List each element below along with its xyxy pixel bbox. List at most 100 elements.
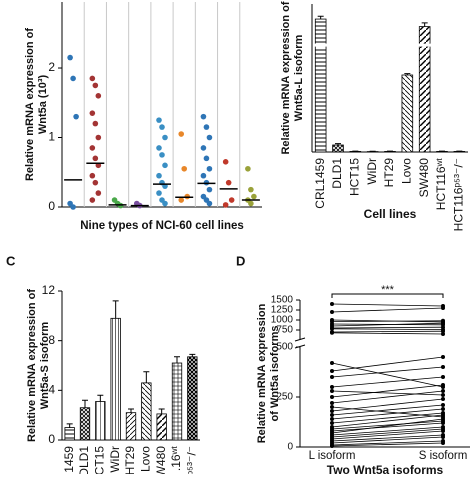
dot — [70, 204, 76, 210]
point — [330, 375, 334, 379]
dot — [204, 156, 210, 162]
dot — [156, 145, 162, 151]
point — [441, 421, 445, 425]
error-bar — [82, 400, 88, 407]
x-tick-label: L isoform — [309, 450, 356, 462]
x-tick-label: S isoform — [419, 450, 468, 462]
bar — [315, 19, 326, 152]
error-bar — [143, 372, 149, 383]
dot — [207, 166, 213, 172]
dot — [96, 93, 102, 99]
dot — [248, 187, 254, 193]
bar-break — [418, 44, 431, 47]
bar — [188, 357, 198, 440]
bar — [142, 383, 152, 440]
y-tick-label: 1250 — [271, 305, 294, 316]
dot — [226, 180, 232, 186]
x-tick-label: 1459 — [62, 446, 76, 473]
point — [441, 413, 445, 417]
error-bar — [174, 357, 180, 363]
bar — [157, 414, 167, 440]
point — [330, 405, 334, 409]
dot — [90, 76, 96, 82]
point — [441, 375, 445, 379]
bar — [65, 428, 75, 440]
dot — [93, 121, 99, 127]
y-tick-label: 12 — [42, 283, 56, 297]
dot — [162, 201, 168, 207]
point — [441, 435, 445, 439]
pair-line — [332, 405, 443, 415]
dot — [90, 145, 96, 151]
point — [441, 365, 445, 369]
pair-line — [332, 385, 443, 397]
dot — [159, 124, 165, 130]
x-tick-label: DLD1 — [77, 446, 91, 474]
y-axis-title: Relative mRNA expression of — [26, 289, 38, 442]
point — [441, 383, 445, 387]
dot — [207, 201, 213, 207]
dot — [90, 197, 96, 203]
pair-line — [332, 308, 443, 312]
dot — [201, 173, 207, 179]
x-tick-label: CRL1459 — [313, 158, 327, 209]
x-axis-title: Two Wnt5a isoforms — [327, 463, 444, 474]
point — [330, 413, 334, 417]
dot — [93, 180, 99, 186]
point — [441, 429, 445, 433]
x-tick-label: CT15 — [93, 446, 107, 474]
dot — [248, 201, 254, 207]
dot — [96, 190, 102, 196]
dot — [93, 83, 99, 89]
y-tick-label: 0 — [287, 442, 293, 453]
point — [441, 417, 445, 421]
point — [441, 397, 445, 401]
dot — [90, 173, 96, 179]
dot — [207, 135, 213, 141]
point — [441, 355, 445, 359]
y-axis-title: Relative mRNA expression of — [280, 1, 292, 154]
pair-line — [332, 327, 443, 328]
x-tick-label: Lovo — [139, 446, 153, 472]
dot — [73, 114, 79, 120]
bar — [126, 413, 136, 440]
error-bar — [97, 395, 103, 401]
point — [330, 331, 334, 335]
dot — [90, 110, 96, 116]
dot — [204, 124, 210, 130]
x-tick-label: HCT15 — [348, 158, 362, 196]
y-tick-label: 2 — [48, 60, 55, 74]
pair-line — [332, 304, 443, 306]
point — [330, 417, 334, 421]
y-axis-title: of Wnt5a isoforms — [269, 326, 281, 422]
point — [330, 385, 334, 389]
error-bar — [422, 23, 428, 27]
dot — [178, 131, 184, 137]
pair-line — [332, 409, 443, 419]
point — [330, 302, 334, 306]
dot — [70, 76, 76, 82]
dot — [223, 159, 229, 165]
y-axis-title: Relative mRNA expression — [256, 303, 268, 443]
pair-line — [332, 329, 443, 330]
x-tick-label: .16ʷᵗ — [169, 446, 183, 471]
point — [441, 332, 445, 336]
error-bar — [159, 409, 165, 414]
error-bar — [67, 424, 73, 428]
y-tick-label: 0 — [48, 199, 55, 213]
dot — [156, 117, 162, 123]
dot — [207, 187, 213, 193]
x-tick-label: HT29 — [123, 446, 137, 474]
dot — [93, 156, 99, 162]
significance-label: *** — [381, 284, 395, 296]
pair-line — [332, 407, 443, 417]
panel-label: D — [236, 253, 245, 268]
x-tick-label: HT29 — [382, 158, 396, 188]
dot — [159, 152, 165, 158]
point — [441, 306, 445, 310]
y-tick-label: 1 — [48, 130, 55, 144]
panel-label: C — [6, 253, 16, 268]
dot — [67, 55, 73, 61]
